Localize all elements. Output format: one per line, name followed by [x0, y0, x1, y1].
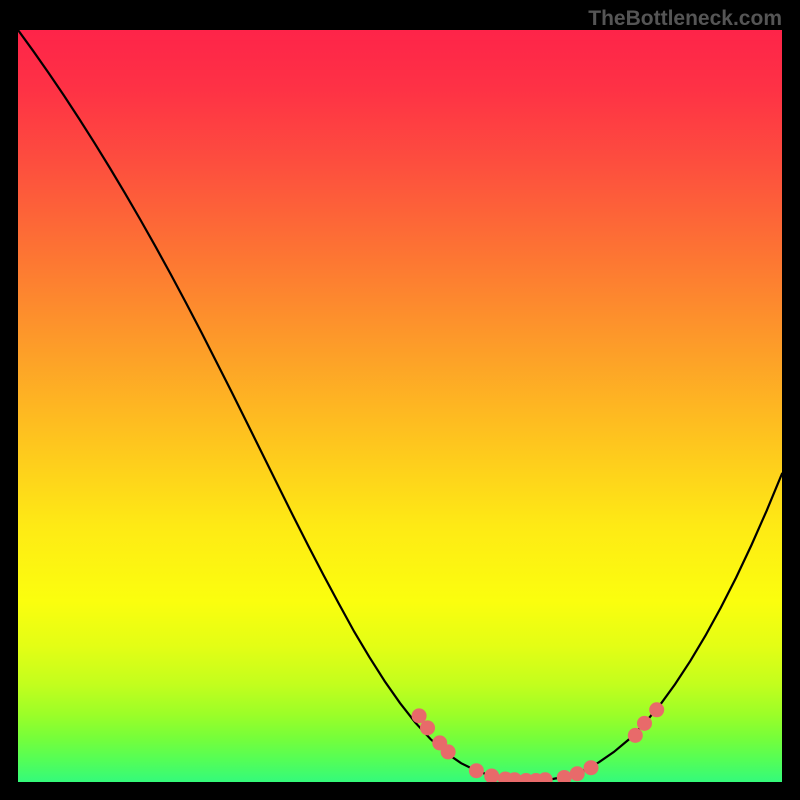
data-marker	[637, 716, 652, 731]
data-marker	[570, 766, 585, 781]
data-marker	[469, 763, 484, 778]
data-marker	[420, 720, 435, 735]
data-marker	[484, 768, 499, 782]
chart-overlay	[18, 30, 782, 782]
data-marker	[649, 702, 664, 717]
data-marker	[441, 744, 456, 759]
watermark-text: TheBottleneck.com	[588, 7, 782, 31]
data-marker	[628, 728, 643, 743]
data-marker	[557, 770, 572, 782]
bottleneck-curve	[18, 30, 782, 781]
plot-area	[18, 30, 782, 782]
data-marker	[584, 760, 599, 775]
chart-container: TheBottleneck.com	[0, 0, 800, 800]
data-marker	[538, 772, 553, 782]
